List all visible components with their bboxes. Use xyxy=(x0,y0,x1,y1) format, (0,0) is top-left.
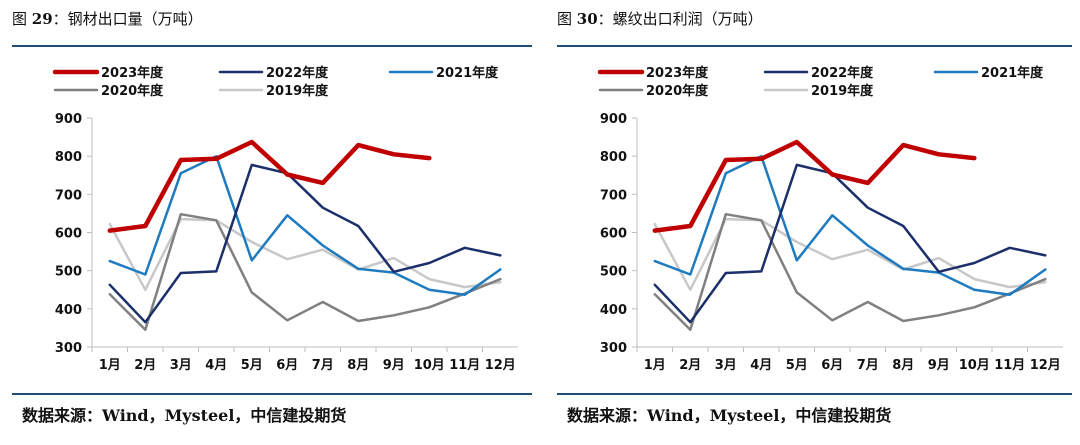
x-tick-label: 5月 xyxy=(786,358,808,373)
figure-title: 图 29：钢材出口量（万吨） xyxy=(12,8,203,29)
legend-label: 2020年度 xyxy=(101,83,164,99)
y-tick-label: 800 xyxy=(600,150,627,165)
x-tick-label: 1月 xyxy=(644,358,666,373)
title-divider xyxy=(12,45,532,47)
source-note: 数据来源：Wind，Mysteel，中信建投期货 xyxy=(567,406,892,425)
legend-label: 2019年度 xyxy=(266,83,329,99)
y-tick-label: 600 xyxy=(55,227,82,242)
y-tick-label: 600 xyxy=(600,227,627,242)
figure-prefix: 图 xyxy=(557,10,577,28)
y-tick-label: 300 xyxy=(600,341,627,356)
x-tick-label: 2月 xyxy=(134,358,156,373)
x-tick-label: 4月 xyxy=(750,358,772,373)
x-tick-label: 4月 xyxy=(205,358,227,373)
series-line-2021年度 xyxy=(108,154,502,296)
source-divider xyxy=(557,393,1072,395)
y-tick-label: 800 xyxy=(55,150,82,165)
x-tick-label: 11月 xyxy=(994,358,1025,373)
figure-number: 30 xyxy=(576,10,598,28)
x-tick-label: 10月 xyxy=(414,358,445,373)
title-divider xyxy=(557,45,1072,47)
x-tick-label: 2月 xyxy=(679,358,701,373)
source-divider xyxy=(12,393,532,395)
legend-label: 2021年度 xyxy=(981,65,1044,81)
figure-suffix: ： xyxy=(597,10,613,28)
x-tick-label: 7月 xyxy=(857,358,879,373)
x-tick-label: 6月 xyxy=(821,358,843,373)
x-tick-label: 12月 xyxy=(1030,358,1061,373)
y-tick-label: 500 xyxy=(55,265,82,280)
series-line-2020年度 xyxy=(108,212,502,332)
chart-title: 螺纹出口利润（万吨） xyxy=(612,10,763,28)
series-line-2022年度 xyxy=(653,163,1047,324)
x-tick-label: 9月 xyxy=(383,358,405,373)
legend-label: 2022年度 xyxy=(266,65,329,81)
chart-title: 钢材出口量（万吨） xyxy=(67,10,203,28)
x-tick-label: 9月 xyxy=(928,358,950,373)
series-line-2021年度 xyxy=(653,154,1047,296)
x-tick-label: 5月 xyxy=(241,358,263,373)
y-tick-label: 700 xyxy=(600,188,627,203)
y-tick-label: 400 xyxy=(55,303,82,318)
y-tick-label: 900 xyxy=(55,112,82,127)
series-line-2020年度 xyxy=(653,212,1047,332)
x-tick-label: 3月 xyxy=(715,358,737,373)
legend-label: 2020年度 xyxy=(646,83,709,99)
y-tick-label: 900 xyxy=(600,112,627,127)
y-tick-label: 700 xyxy=(55,188,82,203)
figure-suffix: ： xyxy=(52,10,68,28)
legend-label: 2022年度 xyxy=(811,65,874,81)
y-tick-label: 500 xyxy=(600,265,627,280)
y-tick-label: 400 xyxy=(600,303,627,318)
figure-prefix: 图 xyxy=(12,10,32,28)
x-tick-label: 3月 xyxy=(170,358,192,373)
series-line-2023年度 xyxy=(652,139,977,233)
legend-label: 2023年度 xyxy=(101,65,164,81)
series-line-2022年度 xyxy=(108,163,502,324)
legend-label: 2021年度 xyxy=(436,65,499,81)
chart-panel-steel-exports: 图 29：钢材出口量（万吨） 2023年度 2022年度 2021年度 2020年度 2… xyxy=(12,8,532,425)
x-tick-label: 8月 xyxy=(347,358,369,373)
x-tick-label: 1月 xyxy=(99,358,121,373)
x-tick-label: 10月 xyxy=(959,358,990,373)
chart-panel-rebar-export-profit: 图 30：螺纹出口利润（万吨） 2023年度 2022年度 2021年度 2020年度… xyxy=(545,0,1080,445)
figure-title: 图 30：螺纹出口利润（万吨） xyxy=(557,8,763,29)
line-chart: 2023年度 2022年度 2021年度 2020年度 2019年度 300 400 500 6… xyxy=(597,65,1063,373)
x-tick-label: 11月 xyxy=(449,358,480,373)
x-tick-label: 6月 xyxy=(276,358,298,373)
y-tick-label: 300 xyxy=(55,341,82,356)
legend-label: 2019年度 xyxy=(811,83,874,99)
line-chart: 2023年度 2022年度 2021年度 2020年度 2019年度 300 400 500 6… xyxy=(52,65,518,373)
legend-label: 2023年度 xyxy=(646,65,709,81)
x-tick-label: 7月 xyxy=(312,358,334,373)
source-note: 数据来源：Wind，Mysteel，中信建投期货 xyxy=(22,406,347,425)
x-tick-label: 12月 xyxy=(485,358,516,373)
x-tick-label: 8月 xyxy=(892,358,914,373)
series-line-2023年度 xyxy=(107,139,432,233)
figure-number: 29 xyxy=(31,10,53,28)
